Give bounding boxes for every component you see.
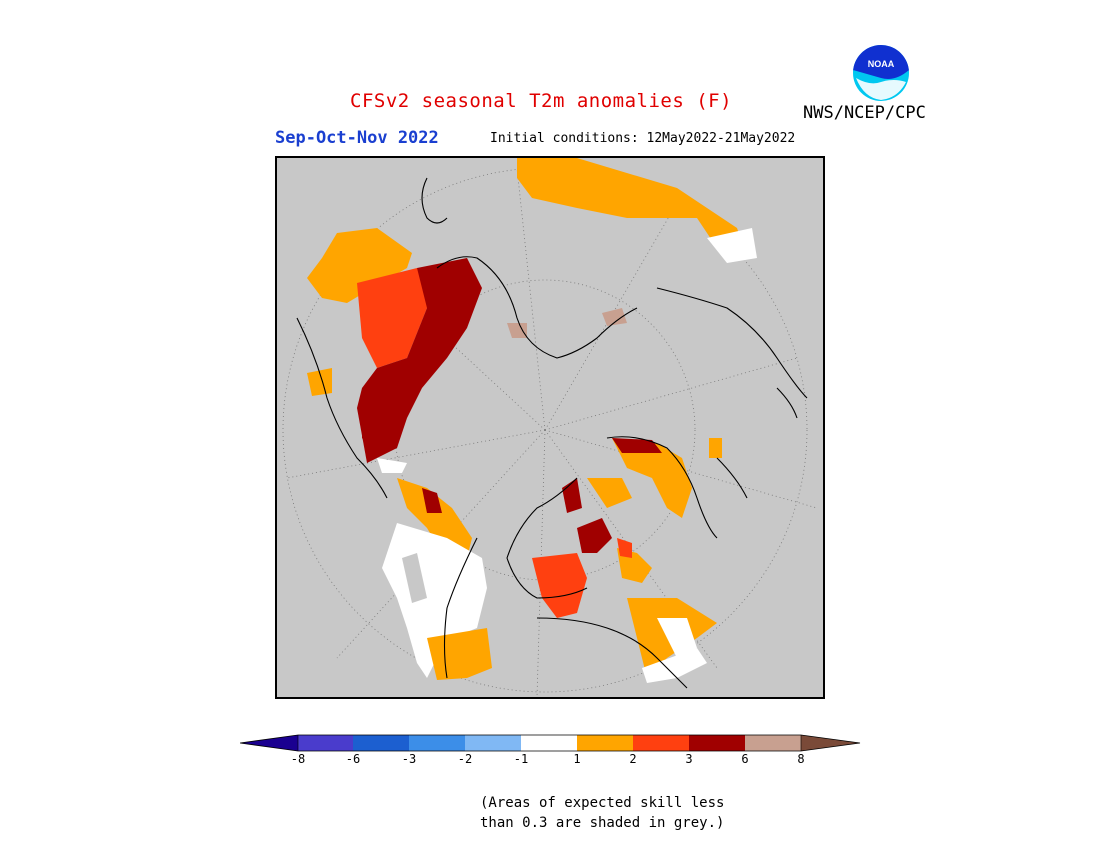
- anomaly-field: [307, 158, 757, 683]
- legend-swatch-minus6-minus3: [353, 735, 409, 751]
- map-canvas: [282, 158, 818, 697]
- color-legend-bar: [240, 734, 861, 752]
- legend-tick: 6: [741, 752, 749, 766]
- noaa-logo-icon: NOAA: [851, 43, 911, 103]
- skill-note-line1: (Areas of expected skill less: [480, 795, 725, 811]
- map-title: CFSv2 seasonal T2m anomalies (F): [350, 90, 733, 112]
- legend-tick: 1: [573, 752, 581, 766]
- legend-tick: 3: [685, 752, 693, 766]
- legend-swatch-minus2-minus1: [465, 735, 521, 751]
- initial-conditions-label: Initial conditions: 12May2022-21May2022: [490, 131, 796, 146]
- polar-anomaly-map: [275, 156, 825, 699]
- legend-tick: 2: [629, 752, 637, 766]
- legend-tick: -8: [290, 752, 306, 766]
- skill-note: (Areas of expected skill less than 0.3 a…: [480, 793, 724, 833]
- legend-tick: -6: [345, 752, 361, 766]
- legend-tick: 8: [797, 752, 805, 766]
- logo-text: NOAA: [868, 59, 895, 69]
- legend-swatch-minus3-minus2: [409, 735, 465, 751]
- legend-swatch-minus1-1: [521, 735, 577, 751]
- legend-swatch-1-2: [577, 735, 633, 751]
- legend-swatch-3-6: [689, 735, 745, 751]
- legend-swatch-above-8: [801, 735, 860, 751]
- legend-swatch-2-3: [633, 735, 689, 751]
- legend-swatch-below-8: [240, 735, 298, 751]
- season-label: Sep-Oct-Nov 2022: [275, 128, 439, 148]
- skill-note-line2: than 0.3 are shaded in grey.): [480, 815, 725, 831]
- agency-label: NWS/NCEP/CPC: [803, 103, 926, 123]
- legend-swatch-minus8-minus6: [298, 735, 353, 751]
- coastlines: [296, 177, 808, 689]
- legend-tick: -1: [513, 752, 529, 766]
- legend-swatch-6-8: [745, 735, 801, 751]
- legend-tick: -3: [401, 752, 417, 766]
- legend-tick: -2: [457, 752, 473, 766]
